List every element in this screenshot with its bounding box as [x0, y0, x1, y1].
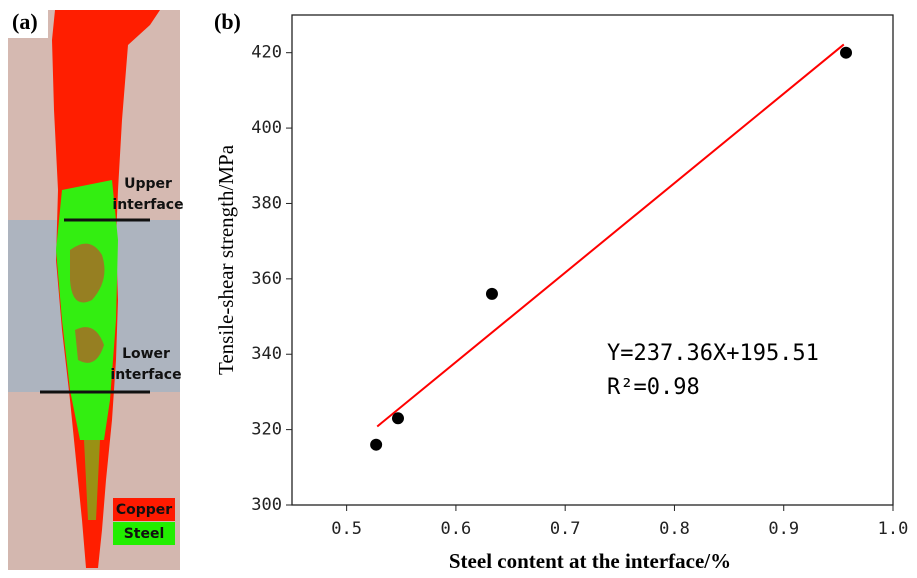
steel-region [56, 180, 118, 440]
data-point [370, 438, 383, 451]
data-point [485, 287, 498, 300]
x-tick-label: 0.8 [659, 519, 690, 539]
equation: Y=237.36X+195.51 [607, 341, 819, 366]
x-tick-label: 0.7 [550, 519, 581, 539]
x-axis-label: Steel content at the interface/% [449, 549, 731, 573]
fit-line [376, 43, 845, 428]
legend-swatch [113, 522, 175, 545]
x-tick-label: 0.5 [331, 519, 362, 539]
y-tick-label: 340 [251, 344, 282, 364]
y-tick-label: 420 [251, 43, 282, 63]
y-tick-label: 380 [251, 193, 282, 213]
x-tick-label: 0.9 [768, 519, 799, 539]
y-tick-label: 320 [251, 420, 282, 440]
y-tick-label: 400 [251, 118, 282, 138]
legend-label: Steel [124, 526, 165, 542]
x-tick-label: 0.6 [441, 519, 472, 539]
panel-label: (b) [214, 9, 241, 34]
upper-label: interface [112, 197, 183, 213]
legend-label: Copper [116, 502, 172, 518]
micrograph [8, 10, 180, 570]
plot-frame [291, 14, 894, 506]
data-point [391, 412, 404, 425]
mixed-region [70, 243, 105, 363]
steel-streak [84, 440, 100, 520]
upper-label: Upper [124, 176, 172, 192]
lower-label: interface [110, 367, 181, 383]
legend-swatch [113, 498, 175, 521]
y-axis-label: Tensile-shear strength/MPa [214, 144, 238, 375]
x-tick-label: 1.0 [878, 519, 909, 539]
panel-label: (a) [12, 9, 38, 34]
legend: Copper Steel [113, 498, 175, 545]
y-tick-label: 300 [251, 495, 282, 515]
r-squared: R²=0.98 [607, 375, 700, 400]
y-tick-label: 360 [251, 269, 282, 289]
data-point [840, 46, 853, 59]
label-box [8, 8, 48, 38]
lower-label: Lower [122, 346, 170, 362]
